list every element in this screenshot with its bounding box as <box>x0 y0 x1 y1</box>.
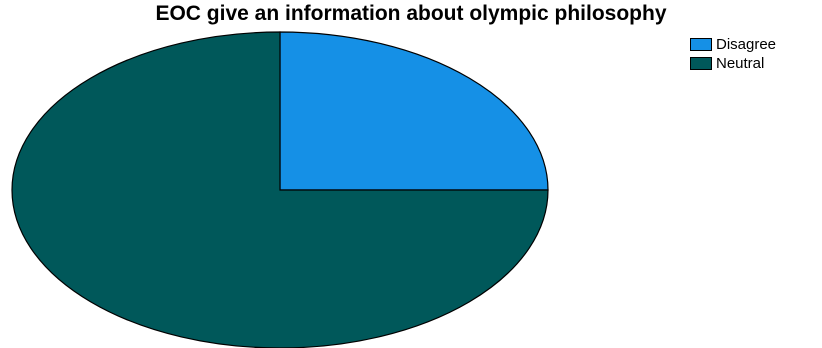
chart-title: EOC give an information about olympic ph… <box>155 2 667 25</box>
legend: Disagree Neutral <box>690 35 776 73</box>
legend-item-disagree: Disagree <box>690 35 776 54</box>
legend-item-neutral: Neutral <box>690 54 776 73</box>
legend-label-disagree: Disagree <box>716 36 777 53</box>
pie-slice-disagree <box>279 31 549 191</box>
pie-slice-neutral <box>11 31 549 348</box>
legend-swatch-neutral <box>690 57 712 70</box>
legend-label-neutral: Neutral <box>716 55 765 72</box>
legend-swatch-disagree <box>690 38 712 51</box>
